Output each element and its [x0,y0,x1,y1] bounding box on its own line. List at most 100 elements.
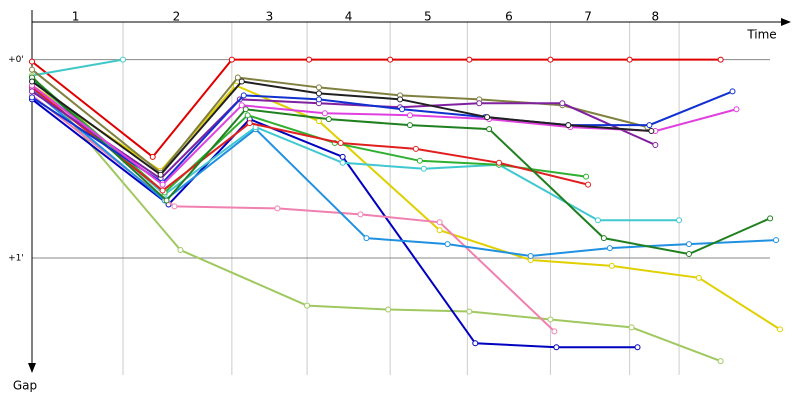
data-point [397,96,404,103]
data-point [553,344,560,351]
data-point [306,56,313,63]
y-axis-title: Gap [13,379,37,393]
data-point [416,157,423,164]
data-point [321,110,328,117]
data-point [238,102,245,109]
data-point [585,181,592,188]
data-point [159,187,166,194]
data-point [234,74,241,81]
data-point [565,122,572,129]
series-line [31,80,652,177]
data-point [676,217,683,224]
data-point [363,235,370,242]
data-point [608,262,615,269]
data-point [547,316,554,323]
data-point [163,197,170,204]
data-point [717,358,724,365]
x-axis-title: Time [746,28,776,42]
x-tick-label: 8 [652,10,660,24]
data-point [157,171,164,178]
y-tick-label: +0' [8,55,24,65]
data-point [238,78,245,85]
data-point [729,88,736,95]
data-point [159,181,166,188]
data-point [594,217,601,224]
data-point [406,112,413,119]
data-point [583,173,590,180]
data-point [412,145,419,152]
data-point [171,203,178,210]
data-point [476,100,483,107]
data-point [240,92,247,99]
data-point [242,106,249,113]
data-point [420,165,427,172]
data-point [547,56,554,63]
data-point [337,139,344,146]
data-point [246,120,253,127]
series-line [31,90,656,180]
data-point [685,241,692,248]
data-point [486,126,493,133]
x-tick-label: 7 [584,10,592,24]
data-point [339,159,346,166]
data-point [695,274,702,281]
data-point [274,205,281,212]
data-point [385,306,392,313]
data-point [29,58,35,65]
data-point [29,94,35,101]
data-point [244,112,251,119]
data-point [773,237,780,244]
data-point [646,122,653,129]
data-point [472,340,479,347]
data-point [484,114,491,121]
data-point [29,78,35,85]
data-point [466,56,473,63]
data-point [228,56,235,63]
data-point [559,100,566,107]
data-point [177,247,184,254]
data-point [600,235,607,242]
data-point [304,302,311,309]
y-tick-label: +1' [8,253,24,263]
data-point [777,326,783,333]
x-tick-label: 2 [173,10,181,24]
data-point [29,88,35,95]
x-tick-label: 5 [424,10,432,24]
x-tick-label: 6 [505,10,513,24]
data-point [527,253,534,260]
data-point [652,141,659,148]
data-point [626,56,633,63]
data-point [466,308,473,315]
series-line [31,78,680,222]
data-point [149,153,156,160]
data-point [496,159,503,166]
data-point [315,90,322,97]
data-point [436,219,443,226]
series-line [31,74,721,363]
data-point [551,328,558,335]
data-point [628,324,635,331]
data-point [120,56,127,63]
data-point [315,96,322,103]
x-tick-label: 4 [345,10,353,24]
x-tick-label: 1 [72,10,80,24]
data-point [444,241,451,248]
data-point [648,128,655,135]
data-point [339,153,346,160]
data-point [717,56,724,63]
data-point [406,122,413,129]
data-point [634,344,641,351]
series-line [31,94,556,333]
data-point [315,84,322,91]
data-point [606,245,613,252]
series-line [31,58,124,77]
data-point [436,227,443,234]
data-point [733,106,740,113]
data-point [399,106,406,113]
data-point [29,66,35,73]
data-point [315,118,322,125]
data-point [685,251,692,258]
x-tick-label: 3 [266,10,274,24]
data-point [325,116,332,123]
